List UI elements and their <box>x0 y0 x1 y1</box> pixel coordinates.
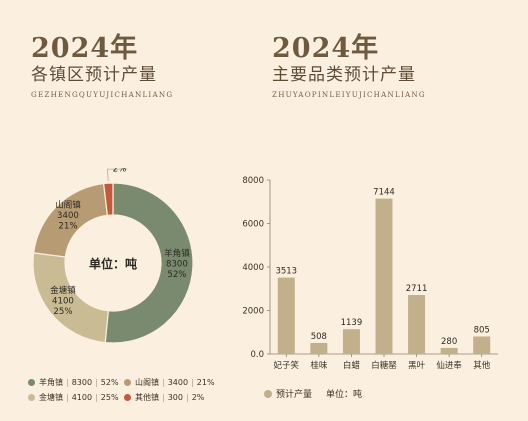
legend-text: 4100 <box>71 393 93 402</box>
bar-value-label: 3513 <box>275 267 297 277</box>
bar-legend-label: 预计产量 <box>276 390 313 400</box>
pie-legend-item: 山阁镇 | 3400 | 21% <box>124 377 220 388</box>
legend-separator: | <box>162 378 165 387</box>
donut-slice <box>102 182 114 216</box>
bar-unit-label: 单位：吨 <box>326 390 363 400</box>
left-heading: 2024年 各镇区预计产量 GEZHENGQUYUJICHANLIANG <box>31 33 174 100</box>
y-tick-label: 4000 <box>242 263 264 273</box>
x-tick-label: 妃子笑 <box>274 360 300 371</box>
legend-text: 21% <box>196 378 215 387</box>
bar-legend-swatch <box>264 389 272 398</box>
donut-slice-label: 金塘镇 4100 25% <box>50 284 76 317</box>
y-tick-label: 6000 <box>242 220 264 230</box>
legend-swatch <box>28 394 35 401</box>
pie-legend-row: 羊角镇 | 8300 | 52% 山阁镇 | 3400 | 21% <box>28 375 228 390</box>
bar-legend: 预计产量 单位：吨 <box>264 387 362 400</box>
bar-value-label: 7144 <box>373 188 395 198</box>
right-heading: 2024年 主要品类预计产量 ZHUYAOPINLEIYUJICHANLIANG <box>272 33 426 100</box>
right-year: 2024年 <box>272 33 380 64</box>
x-tick-label: 其他 <box>473 360 491 371</box>
left-year: 2024年 <box>31 33 139 64</box>
legend-separator: | <box>95 393 98 402</box>
donut-slice-label: 山阁镇 3400 21% <box>55 199 81 232</box>
right-subtitle: 主要品类预计产量 <box>272 65 416 85</box>
bar <box>473 336 491 354</box>
pie-legend-item: 其他镇 | 300 | 2% <box>124 392 220 403</box>
y-tick-label: 8000 <box>242 176 264 186</box>
donut-slice <box>104 182 194 344</box>
legend-swatch <box>124 394 131 401</box>
legend-text: 52% <box>100 378 119 387</box>
legend-text: 300 <box>167 393 183 402</box>
bar <box>342 329 360 354</box>
legend-text: 其他镇 <box>135 393 159 402</box>
legend-text: 8300 <box>71 378 93 387</box>
legend-separator: | <box>95 378 98 387</box>
legend-separator: | <box>191 378 194 387</box>
legend-swatch <box>28 379 35 386</box>
bar-value-label: 1139 <box>341 318 363 328</box>
bar-value-label: 280 <box>441 337 457 347</box>
pie-legend: 羊角镇 | 8300 | 52% 山阁镇 | 3400 | 21% 金塘镇 | 4100 | 25% 其他镇… <box>28 375 228 405</box>
x-tick-label: 白糖罂 <box>371 360 397 371</box>
donut-leader-line <box>107 168 128 182</box>
legend-swatch <box>124 379 131 386</box>
pie-legend-item: 金塘镇 | 4100 | 25% <box>28 392 124 403</box>
legend-text: 25% <box>100 393 119 402</box>
bar <box>375 198 393 354</box>
bar <box>408 295 426 354</box>
legend-text: 2% <box>191 393 205 402</box>
legend-separator: | <box>162 393 165 402</box>
legend-text: 3400 <box>167 378 189 387</box>
left-subtitle: 各镇区预计产量 <box>31 65 157 85</box>
legend-separator: | <box>66 393 69 402</box>
x-tick-label: 黑叶 <box>408 361 426 371</box>
right-pinyin: ZHUYAOPINLEIYUJICHANLIANG <box>272 90 426 99</box>
legend-separator: | <box>66 378 69 387</box>
bar <box>277 277 295 354</box>
x-tick-label: 白蜡 <box>343 360 361 371</box>
bar-value-label: 2711 <box>406 284 428 294</box>
legend-text: 山阁镇 <box>135 378 159 387</box>
legend-text: 金塘镇 <box>39 393 63 402</box>
bar-value-label: 805 <box>474 325 490 335</box>
x-tick-label: 仙进奉 <box>436 360 462 371</box>
bar <box>440 347 458 354</box>
x-tick-label: 桂味 <box>310 360 328 371</box>
pie-legend-item: 羊角镇 | 8300 | 52% <box>28 377 124 388</box>
left-pinyin: GEZHENGQUYUJICHANLIANG <box>31 90 174 99</box>
legend-separator: | <box>185 393 189 402</box>
y-tick-label: 0.0 <box>250 350 264 360</box>
bar-value-label: 508 <box>311 332 327 342</box>
donut-slice-label: 羊角镇 8300 52% <box>164 247 190 280</box>
pie-legend-row: 金塘镇 | 4100 | 25% 其他镇 | 300 | 2% <box>28 390 228 405</box>
bar <box>310 342 328 354</box>
y-tick-label: 2000 <box>242 307 264 317</box>
bar-chart: 0.0 2000 4000 6000 8000 3513 妃子笑 508 桂味 1139 白蜡 714… <box>242 176 498 371</box>
legend-text: 羊角镇 <box>39 378 63 387</box>
